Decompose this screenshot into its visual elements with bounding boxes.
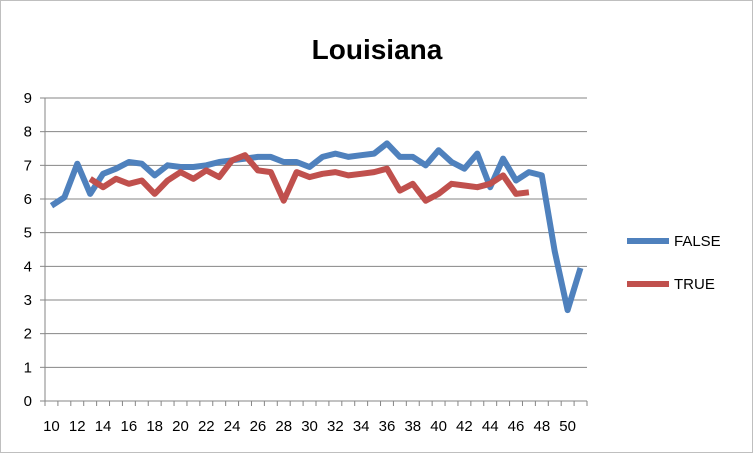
x-tick-label: 14 [95, 418, 112, 435]
legend: FALSE TRUE [627, 233, 721, 293]
x-tick-label: 46 [508, 418, 525, 435]
y-tick-label: 7 [24, 157, 32, 174]
y-tick-label: 5 [24, 225, 32, 242]
series-layer [49, 140, 584, 314]
y-tick-label: 0 [24, 393, 32, 410]
y-tick-label: 8 [24, 124, 32, 141]
x-axis-ticks: 10 12 14 16 18 20 22 24 26 28 30 32 34 36 38 40 42 44 46 48… [43, 401, 588, 435]
x-tick-label: 10 [43, 418, 60, 435]
x-tick-label: 24 [224, 418, 241, 435]
y-tick-label: 4 [24, 258, 32, 275]
y-tick-label: 9 [24, 90, 32, 107]
x-tick-label: 44 [482, 418, 499, 435]
chart-title: Louisiana [312, 34, 443, 65]
y-axis-ticks: 0 1 2 3 4 5 6 7 8 9 [24, 90, 45, 410]
x-tick-label: 40 [430, 418, 447, 435]
y-tick-label: 3 [24, 292, 32, 309]
x-tick-label: 50 [559, 418, 576, 435]
x-tick-label: 12 [69, 418, 86, 435]
x-tick-label: 16 [121, 418, 138, 435]
x-tick-label: 18 [146, 418, 163, 435]
x-tick-label: 28 [275, 418, 292, 435]
x-tick-label: 38 [404, 418, 421, 435]
x-tick-label: 34 [353, 418, 370, 435]
grid-lines [45, 97, 587, 368]
x-tick-label: 22 [198, 418, 215, 435]
y-tick-label: 6 [24, 191, 32, 208]
y-tick-label: 1 [24, 359, 32, 376]
legend-label-false: FALSE [674, 233, 721, 250]
x-tick-label: 20 [172, 418, 189, 435]
y-tick-label: 2 [24, 326, 32, 343]
x-tick-label: 30 [301, 418, 318, 435]
series-line-true [88, 152, 530, 204]
axes [44, 98, 587, 402]
x-tick-label: 36 [379, 418, 396, 435]
x-tick-label: 48 [533, 418, 550, 435]
legend-label-true: TRUE [674, 276, 715, 293]
x-tick-label: 26 [250, 418, 267, 435]
x-tick-label: 42 [456, 418, 473, 435]
series-line-false [49, 140, 584, 314]
x-tick-label: 32 [327, 418, 344, 435]
